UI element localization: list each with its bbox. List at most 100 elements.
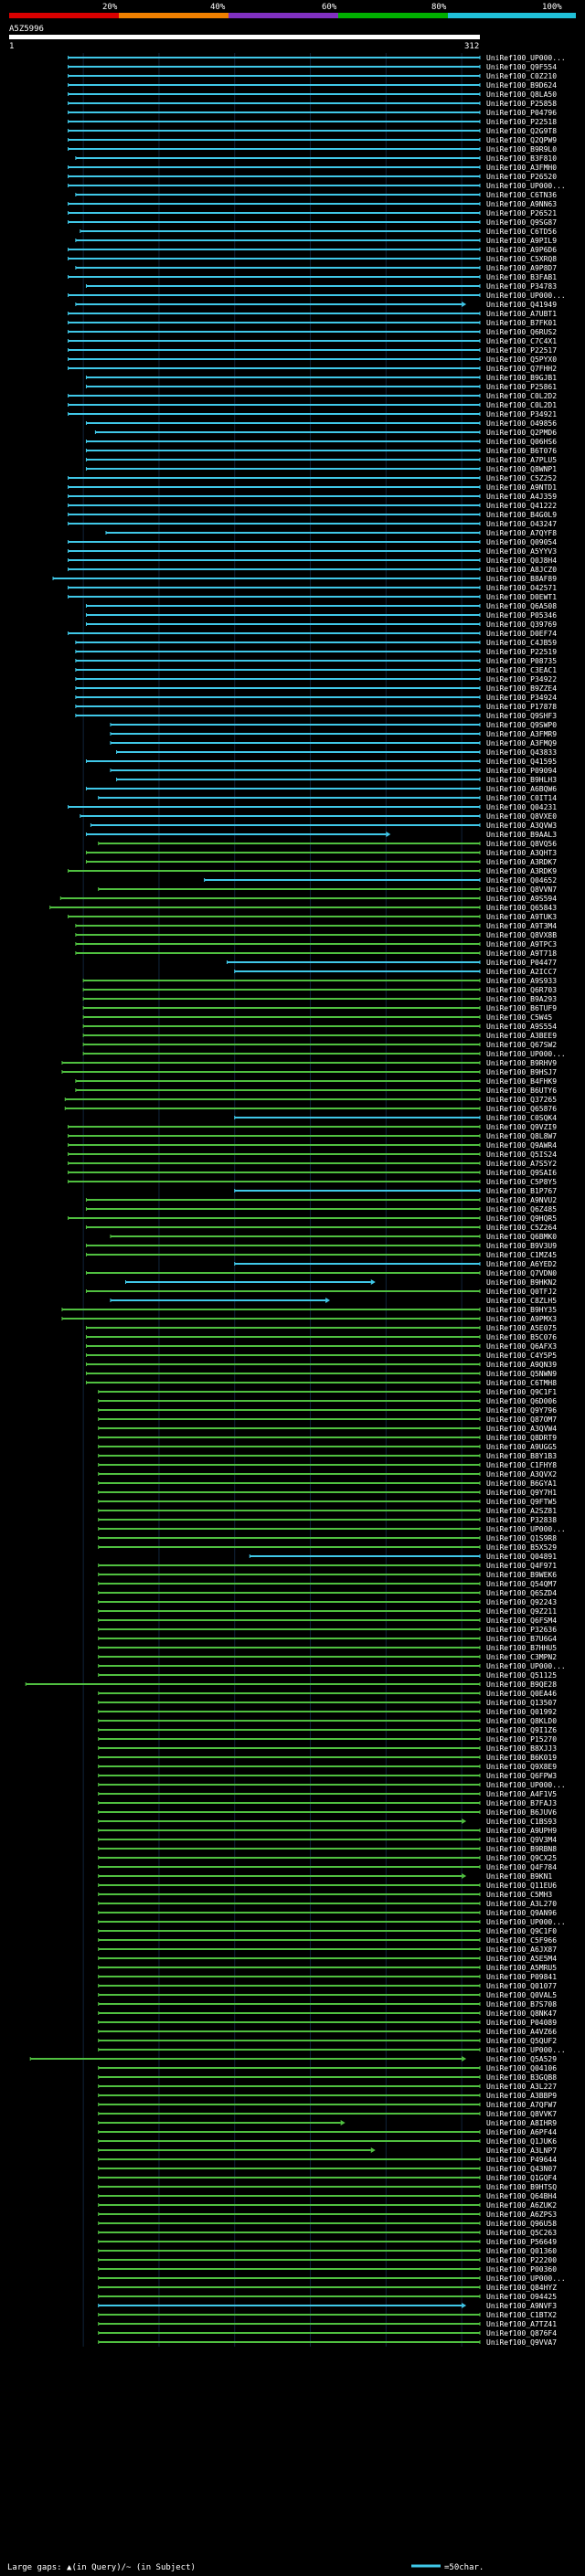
hit-label[interactable]: UniRef100_P32636	[486, 1626, 557, 1634]
hit-label[interactable]: UniRef100_P04089	[486, 2019, 557, 2027]
hit-label[interactable]: UniRef100_A3QVW3	[486, 822, 557, 830]
hit-label[interactable]: UniRef100_Q6FPW3	[486, 1772, 557, 1780]
hit-label[interactable]: UniRef100_A8JCZ0	[486, 566, 557, 574]
hit-label[interactable]: UniRef100_B4FHK9	[486, 1077, 557, 1086]
hit-label[interactable]: UniRef100_P34924	[486, 694, 557, 702]
hit-label[interactable]: UniRef100_Q92243	[486, 1598, 557, 1606]
hit-label[interactable]: UniRef100_B9AAL3	[486, 831, 557, 839]
hit-label[interactable]: UniRef100_P22518	[486, 118, 557, 126]
hit-label[interactable]: UniRef100_UP000...	[486, 2046, 566, 2054]
hit-label[interactable]: UniRef100_B9HSJ7	[486, 1068, 557, 1076]
hit-label[interactable]: UniRef100_B9GJB1	[486, 374, 557, 382]
hit-label[interactable]: UniRef100_Q04231	[486, 803, 557, 811]
hit-label[interactable]: UniRef100_A3QVX2	[486, 1470, 557, 1479]
hit-label[interactable]: UniRef100_P08735	[486, 657, 557, 665]
hit-label[interactable]: UniRef100_Q41222	[486, 502, 557, 510]
hit-label[interactable]: UniRef100_Q6RUS2	[486, 328, 557, 336]
hit-label[interactable]: UniRef100_A3RDK7	[486, 858, 557, 866]
hit-label[interactable]: UniRef100_A9NVF3	[486, 2302, 557, 2310]
hit-label[interactable]: UniRef100_A7TZ41	[486, 2320, 557, 2328]
hit-label[interactable]: UniRef100_Q2QPW9	[486, 136, 557, 144]
hit-label[interactable]: UniRef100_B6GYA1	[486, 1479, 557, 1488]
hit-label[interactable]: UniRef100_A5E075	[486, 1324, 557, 1332]
hit-label[interactable]: UniRef100_Q43N07	[486, 2165, 557, 2173]
hit-label[interactable]: UniRef100_P34922	[486, 675, 557, 684]
hit-label[interactable]: UniRef100_Q01077	[486, 1982, 557, 1990]
hit-label[interactable]: UniRef100_A9NN63	[486, 200, 557, 208]
hit-label[interactable]: UniRef100_UP000...	[486, 1525, 566, 1533]
hit-label[interactable]: UniRef100_Q09054	[486, 538, 557, 546]
hit-label[interactable]: UniRef100_Q04891	[486, 1553, 557, 1561]
hit-label[interactable]: UniRef100_Q6AFX3	[486, 1342, 557, 1351]
hit-label[interactable]: UniRef100_B9HLH3	[486, 776, 557, 784]
hit-label[interactable]: UniRef100_UP000...	[486, 292, 566, 300]
hit-label[interactable]: UniRef100_P25858	[486, 100, 557, 108]
hit-label[interactable]: UniRef100_Q39769	[486, 620, 557, 629]
hit-label[interactable]: UniRef100_Q8VVK7	[486, 2110, 557, 2118]
hit-label[interactable]: UniRef100_Q8VVN7	[486, 885, 557, 894]
hit-label[interactable]: UniRef100_C6TD56	[486, 228, 557, 236]
hit-label[interactable]: UniRef100_C6TMH8	[486, 1379, 557, 1387]
hit-label[interactable]: UniRef100_Q6FSM4	[486, 1617, 557, 1625]
hit-label[interactable]: UniRef100_Q9SHF3	[486, 712, 557, 720]
hit-label[interactable]: UniRef100_Q9SWP0	[486, 721, 557, 729]
hit-label[interactable]: UniRef100_B4G0L9	[486, 511, 557, 519]
hit-label[interactable]: UniRef100_A9NVU2	[486, 1196, 557, 1204]
hit-label[interactable]: UniRef100_C5XRQ8	[486, 255, 557, 263]
hit-label[interactable]: UniRef100_A6ZUK2	[486, 2201, 557, 2210]
hit-label[interactable]: UniRef100_A6YED2	[486, 1260, 557, 1268]
hit-label[interactable]: UniRef100_A3FMH0	[486, 164, 557, 172]
hit-label[interactable]: UniRef100_C5F966	[486, 1936, 557, 1945]
hit-label[interactable]: UniRef100_B9HTSQ	[486, 2183, 557, 2191]
hit-label[interactable]: UniRef100_A9TUK3	[486, 913, 557, 921]
hit-label[interactable]: UniRef100_B8Y1B3	[486, 1452, 557, 1460]
hit-label[interactable]: UniRef100_A4J359	[486, 493, 557, 501]
hit-label[interactable]: UniRef100_D0EF74	[486, 630, 557, 638]
hit-label[interactable]: UniRef100_Q6D006	[486, 1397, 557, 1405]
hit-label[interactable]: UniRef100_A5E5M4	[486, 1955, 557, 1963]
hit-label[interactable]: UniRef100_C5Z264	[486, 1224, 557, 1232]
hit-label[interactable]: UniRef100_A9S554	[486, 1023, 557, 1031]
hit-label[interactable]: UniRef100_Q5NWN9	[486, 1370, 557, 1378]
hit-label[interactable]: UniRef100_A7UBT1	[486, 310, 557, 318]
hit-label[interactable]: UniRef100_A2SZ81	[486, 1507, 557, 1515]
hit-label[interactable]: UniRef100_Q9C1F1	[486, 1388, 557, 1396]
hit-label[interactable]: UniRef100_Q5C263	[486, 2229, 557, 2237]
hit-label[interactable]: UniRef100_A6BQW6	[486, 785, 557, 793]
hit-label[interactable]: UniRef100_B9D624	[486, 81, 557, 90]
hit-label[interactable]: UniRef100_B7S708	[486, 2000, 557, 2009]
hit-label[interactable]: UniRef100_Q8L8W7	[486, 1132, 557, 1140]
hit-label[interactable]: UniRef100_A3QHT3	[486, 849, 557, 857]
hit-label[interactable]: UniRef100_P49644	[486, 2156, 557, 2164]
hit-label[interactable]: UniRef100_Q1GQF4	[486, 2174, 557, 2182]
hit-label[interactable]: UniRef100_C0SQK4	[486, 1114, 557, 1122]
hit-label[interactable]: UniRef100_B6K019	[486, 1754, 557, 1762]
hit-label[interactable]: UniRef100_A9PIL9	[486, 237, 557, 245]
hit-label[interactable]: UniRef100_Q6BMK0	[486, 1233, 557, 1241]
hit-label[interactable]: UniRef100_Q9Y7H1	[486, 1489, 557, 1497]
hit-label[interactable]: UniRef100_A3LNP7	[486, 2147, 557, 2155]
hit-label[interactable]: UniRef100_Q6A508	[486, 602, 557, 610]
hit-label[interactable]: UniRef100_Q9C1F0	[486, 1927, 557, 1935]
hit-label[interactable]: UniRef100_C0L2D1	[486, 401, 557, 409]
hit-label[interactable]: UniRef100_Q4F971	[486, 1562, 557, 1570]
hit-label[interactable]: UniRef100_Q0VAL5	[486, 1991, 557, 1999]
hit-label[interactable]: UniRef100_A9QN39	[486, 1361, 557, 1369]
hit-label[interactable]: UniRef100_P04477	[486, 959, 557, 967]
hit-label[interactable]: UniRef100_Q43833	[486, 748, 557, 757]
hit-label[interactable]: UniRef100_Q7VDN0	[486, 1269, 557, 1277]
hit-label[interactable]: UniRef100_A3L270	[486, 1900, 557, 1908]
hit-label[interactable]: UniRef100_Q37265	[486, 1096, 557, 1104]
hit-label[interactable]: UniRef100_Q01360	[486, 2247, 557, 2255]
hit-label[interactable]: UniRef100_Q9AN96	[486, 1909, 557, 1917]
hit-label[interactable]: UniRef100_A6ZPS3	[486, 2210, 557, 2219]
hit-label[interactable]: UniRef100_O42571	[486, 584, 557, 592]
hit-label[interactable]: UniRef100_P32838	[486, 1516, 557, 1524]
hit-label[interactable]: UniRef100_P09841	[486, 1973, 557, 1981]
hit-label[interactable]: UniRef100_C1MZ45	[486, 1251, 557, 1259]
hit-label[interactable]: UniRef100_B9WEK6	[486, 1571, 557, 1579]
hit-label[interactable]: UniRef100_Q04106	[486, 2064, 557, 2072]
hit-label[interactable]: UniRef100_Q8LA50	[486, 90, 557, 99]
hit-label[interactable]: UniRef100_B3F810	[486, 154, 557, 163]
hit-label[interactable]: UniRef100_C0IT14	[486, 794, 557, 802]
